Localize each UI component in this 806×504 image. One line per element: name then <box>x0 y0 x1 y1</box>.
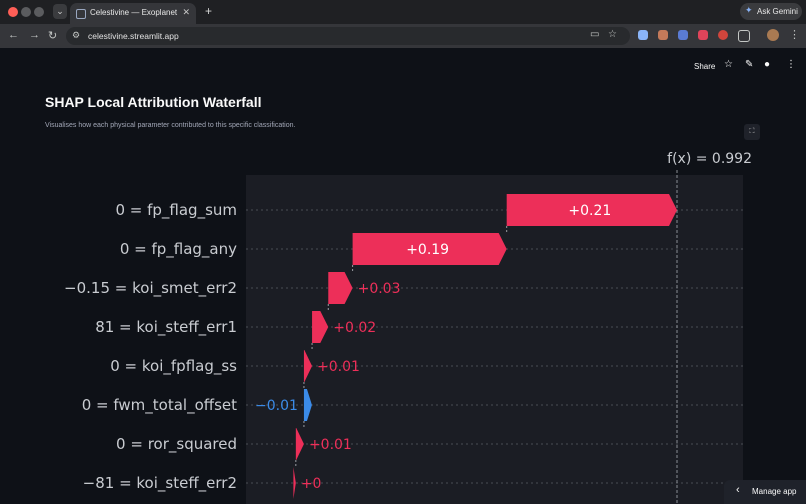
extension-badge-icon[interactable] <box>698 30 708 40</box>
fullscreen-expand-icon[interactable]: ⛶ <box>744 124 760 140</box>
manage-app-label: Manage app <box>752 487 797 496</box>
maximize-window-button[interactable] <box>34 7 44 17</box>
negative-contribution-bar <box>303 389 312 421</box>
contribution-value-label: +0.19 <box>406 242 449 258</box>
feature-label: −0.15 = koi_smet_err2 <box>64 279 237 298</box>
site-settings-icon[interactable]: ⚙ <box>72 30 81 40</box>
feature-label: 0 = ror_squared <box>116 435 237 454</box>
positive-contribution-bar <box>312 311 329 343</box>
close-window-button[interactable] <box>8 7 18 17</box>
contribution-value-label: −0.01 <box>255 398 298 414</box>
waterfall-rows: 0 = fp_flag_sum +0.21 0 = fp_flag_any +0.19… <box>64 194 677 499</box>
cast-icon[interactable]: ▭ <box>590 29 600 40</box>
browser-tab-active[interactable]: Celestivine — Exoplanet Disc ✕ <box>70 3 196 24</box>
address-bar[interactable]: ⚙ celestivine.streamlit.app ▭ ☆ <box>66 27 630 45</box>
ask-gemini-label: Ask Gemini <box>757 7 798 16</box>
contribution-value-label: +0.01 <box>317 359 360 375</box>
feature-label: 0 = koi_fpflag_ss <box>110 357 237 376</box>
contribution-value-label: +0.21 <box>568 203 611 219</box>
feature-label: 0 = fwm_total_offset <box>82 396 237 415</box>
contribution-value-label: +0 <box>301 476 322 492</box>
streamlit-app: Share ☆ ✎ ● ⋮ SHAP Local Attribution Wat… <box>0 48 806 504</box>
bookmark-star-icon[interactable]: ☆ <box>608 29 617 40</box>
minimize-window-button[interactable] <box>21 7 31 17</box>
browser-menu-kebab-icon[interactable]: ⋮ <box>789 29 800 41</box>
contribution-value-label: +0.02 <box>333 320 376 336</box>
contribution-value-label: +0.03 <box>358 281 401 297</box>
tab-search-chevron-icon[interactable]: ⌄ <box>53 4 67 19</box>
gemini-sparkle-icon: ✦ <box>745 5 753 15</box>
feature-label: −81 = koi_steff_err2 <box>83 474 237 493</box>
extensions-puzzle-icon[interactable] <box>738 30 750 42</box>
browser-titlebar: ⌄ Celestivine — Exoplanet Disc ✕ + ✦ Ask… <box>0 0 806 24</box>
tab-title: Celestivine — Exoplanet Disc <box>90 8 180 17</box>
github-icon[interactable]: ● <box>764 59 771 70</box>
reload-icon[interactable]: ↻ <box>48 30 58 42</box>
positive-contribution-bar <box>295 428 304 460</box>
extension-cake-icon[interactable] <box>658 30 668 40</box>
positive-contribution-bar <box>506 194 677 226</box>
edit-pencil-icon[interactable]: ✎ <box>745 59 754 70</box>
new-tab-button[interactable]: + <box>205 4 213 18</box>
page-caption: Visualises how each physical parameter c… <box>45 122 296 129</box>
contribution-value-label: +0.01 <box>309 437 352 453</box>
positive-contribution-bar <box>303 350 313 382</box>
page-title: SHAP Local Attribution Waterfall <box>45 94 262 110</box>
positive-contribution-bar <box>352 233 507 265</box>
extension-bookmark-icon[interactable] <box>638 30 648 40</box>
manage-app-button[interactable]: ‹ Manage app <box>724 480 806 504</box>
forward-arrow-icon[interactable]: → <box>29 29 40 41</box>
extension-folder-icon[interactable] <box>678 30 688 40</box>
chart-favicon-icon <box>76 9 86 19</box>
feature-label: 81 = koi_steff_err1 <box>95 318 237 337</box>
browser-toolbar: ← → ↻ ⚙ celestivine.streamlit.app ▭ ☆ ⋮ <box>0 24 806 48</box>
positive-contribution-bar <box>328 272 353 304</box>
star-icon[interactable]: ☆ <box>724 59 733 70</box>
feature-label: 0 = fp_flag_any <box>120 240 237 259</box>
back-arrow-icon[interactable]: ← <box>8 29 19 41</box>
url-text[interactable]: celestivine.streamlit.app <box>88 31 179 41</box>
feature-label: 0 = fp_flag_sum <box>115 201 237 220</box>
fx-label: f(x) = 0.992 <box>667 151 752 167</box>
profile-avatar[interactable] <box>767 29 779 41</box>
tab-close-icon[interactable]: ✕ <box>182 7 190 17</box>
app-menu-kebab-icon[interactable]: ⋮ <box>786 59 796 70</box>
shap-waterfall-chart: f(x) = 0.992 0 = fp_flag_sum +0.210 = fp_… <box>64 151 752 504</box>
chevron-left-icon: ‹ <box>736 484 740 496</box>
ask-gemini-button[interactable]: ✦ Ask Gemini <box>740 3 802 20</box>
positive-contribution-bar <box>293 467 296 499</box>
plot-area <box>246 175 743 504</box>
extension-record-icon[interactable] <box>718 30 728 40</box>
share-button[interactable]: Share <box>694 62 716 71</box>
